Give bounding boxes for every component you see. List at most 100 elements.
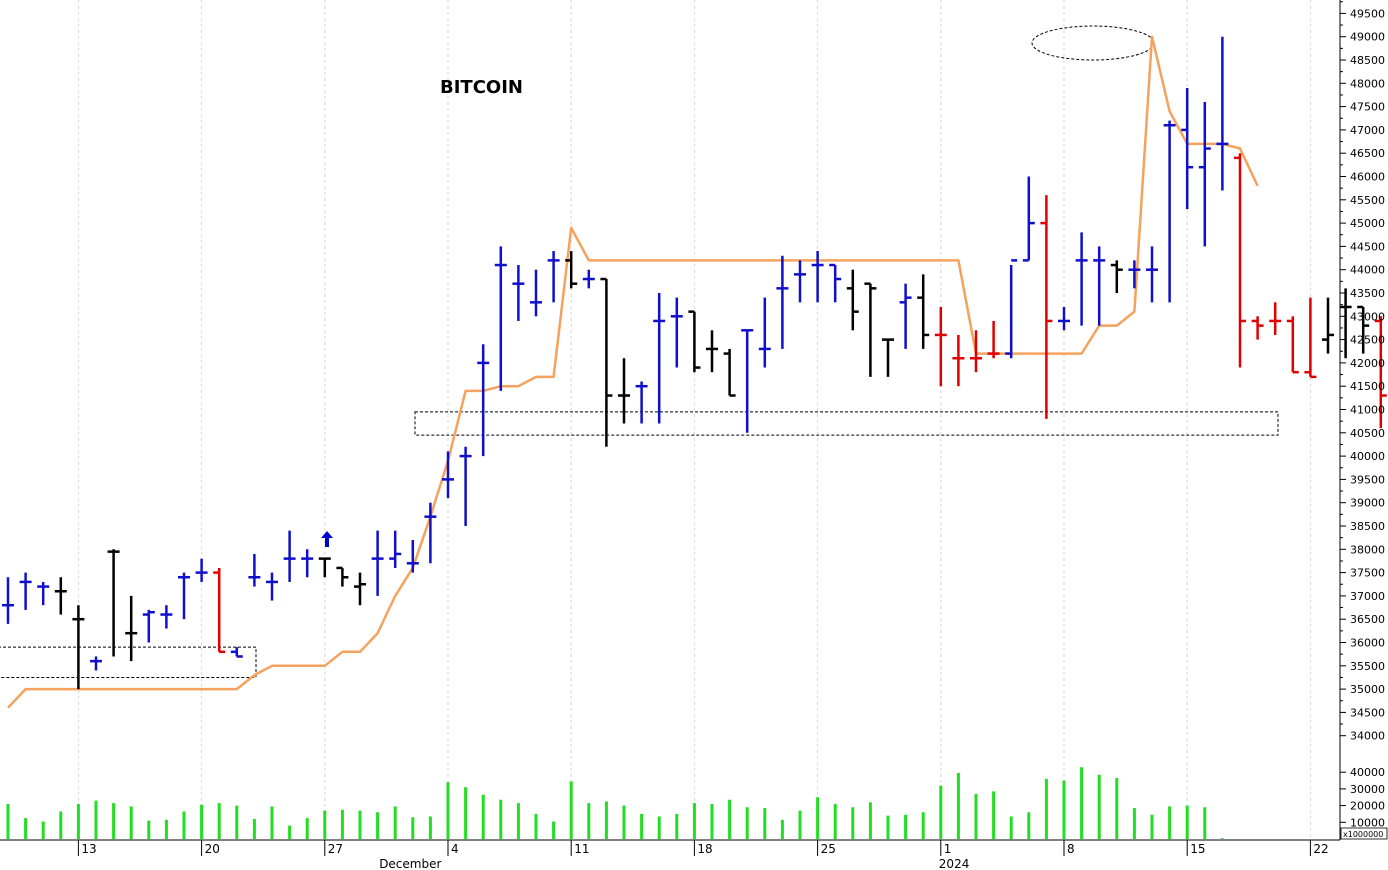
ohlc-bar — [406, 539, 419, 573]
volume-tick-label: 40000 — [1350, 766, 1385, 779]
y-tick-label: 39000 — [1350, 497, 1385, 510]
ohlc-bar — [459, 446, 472, 526]
ohlc-bar — [1357, 305, 1370, 354]
x-tick-label: 4 — [451, 842, 459, 856]
x-tick-label: 8 — [1067, 842, 1075, 856]
ohlc-bar — [899, 283, 912, 349]
ohlc-bar — [1093, 246, 1106, 326]
ohlc-bar — [1251, 316, 1264, 340]
ohlc-bar — [494, 246, 507, 391]
ohlc-bar — [125, 595, 138, 662]
volume-tick-label: 20000 — [1350, 800, 1385, 813]
y-tick-label: 45500 — [1350, 194, 1385, 207]
ohlc-bar — [1110, 260, 1123, 293]
ohlc-bar — [635, 381, 648, 424]
ohlc-bar — [1128, 260, 1141, 289]
ohlc-bar — [882, 338, 894, 377]
ohlc-bar — [336, 566, 349, 587]
y-tick-label: 43000 — [1350, 310, 1385, 323]
volume-bars — [6, 767, 1224, 839]
volume-tick-label: 30000 — [1350, 783, 1385, 796]
ohlc-bar — [1304, 297, 1317, 379]
ohlc-bar — [1216, 36, 1229, 191]
ohlc-bar — [530, 269, 542, 317]
support-box-left — [0, 646, 257, 678]
ohlc-bar — [794, 260, 806, 303]
volume-unit-label: x1000000 — [1343, 830, 1383, 839]
y-tick-label: 48000 — [1350, 77, 1385, 90]
stop-line — [7, 35, 1259, 709]
y-tick-label: 35000 — [1350, 683, 1385, 696]
y-tick-label: 39500 — [1350, 473, 1385, 486]
ohlc-bar — [72, 605, 85, 690]
ohlc-bar — [195, 558, 208, 582]
grid — [77, 0, 1311, 839]
ohlc-bar — [917, 274, 930, 349]
ohlc-bar — [565, 251, 578, 289]
y-tick-label: 38500 — [1350, 520, 1385, 533]
y-tick-label: 42000 — [1350, 357, 1385, 370]
ohlc-bar — [1234, 153, 1246, 368]
y-tick-label: 40000 — [1350, 450, 1385, 463]
y-tick-label: 43500 — [1350, 287, 1385, 300]
ohlc-bar — [1040, 195, 1053, 419]
volume-unit-box — [1340, 827, 1388, 840]
ohlc-bar — [1005, 259, 1018, 359]
top-ellipse — [1031, 25, 1155, 61]
ohlc-bar — [1322, 297, 1334, 354]
ohlc-bar — [19, 572, 32, 610]
ohlc-bar — [653, 293, 666, 424]
ohlc-bar — [477, 344, 490, 457]
ohlc-bar — [582, 269, 595, 289]
ohlc-bar — [1339, 288, 1352, 359]
up-arrow-icon — [321, 530, 333, 547]
month-label: December — [379, 857, 441, 870]
ohlc-bar — [952, 334, 965, 387]
ohlc-bar — [723, 348, 736, 397]
ohlc-bar — [1163, 120, 1176, 303]
ohlc-bar — [758, 297, 771, 368]
ohlc-bar — [688, 310, 701, 373]
ohlc-bar — [230, 647, 243, 658]
y-tick-label: 44500 — [1350, 240, 1385, 253]
y-tick-label: 49000 — [1350, 31, 1385, 44]
y-tick-label: 34000 — [1350, 730, 1385, 743]
ohlc-bar — [829, 263, 842, 303]
ohlc-bar — [54, 577, 67, 615]
support-box-right — [414, 411, 1279, 436]
y-tick-label: 40500 — [1350, 427, 1385, 440]
ohlc-bar — [178, 572, 190, 620]
ohlc-bar — [1286, 316, 1299, 374]
ohlc-bar — [741, 329, 754, 433]
ohlc-bar — [776, 255, 789, 349]
ohlc-bar — [248, 553, 261, 587]
chart-title: BITCOIN — [440, 77, 523, 98]
ohlc-bar — [90, 656, 102, 671]
y-tick-label: 36000 — [1350, 637, 1385, 650]
stop-line-path — [7, 35, 1259, 709]
y-tick-label: 41500 — [1350, 380, 1385, 393]
y-tick-label: 38000 — [1350, 543, 1385, 556]
y-tick-label: 47000 — [1350, 124, 1385, 137]
ohlc-bar — [318, 557, 331, 578]
x-tick-label: 20 — [205, 842, 220, 856]
ohlc-bar — [266, 572, 278, 601]
ohlc-bar — [389, 530, 402, 568]
ohlc-bar — [1269, 302, 1282, 335]
y-tick-label: 37000 — [1350, 590, 1385, 603]
x-tick-label: 13 — [81, 842, 96, 856]
ohlc-bar — [301, 549, 314, 578]
ohlc-bar — [37, 581, 50, 606]
x-tick-label: 11 — [574, 842, 589, 856]
ohlc-bar — [424, 502, 437, 564]
ohlc-bar — [1198, 101, 1211, 247]
y-tick-label: 41000 — [1350, 404, 1385, 417]
ohlc-bar — [1181, 87, 1194, 210]
y-tick-label: 45000 — [1350, 217, 1385, 230]
ohlc-bar — [354, 572, 366, 606]
y-tick-label: 37500 — [1350, 567, 1385, 580]
ohlc-bar — [618, 358, 630, 424]
ohlc-bar — [160, 605, 173, 629]
